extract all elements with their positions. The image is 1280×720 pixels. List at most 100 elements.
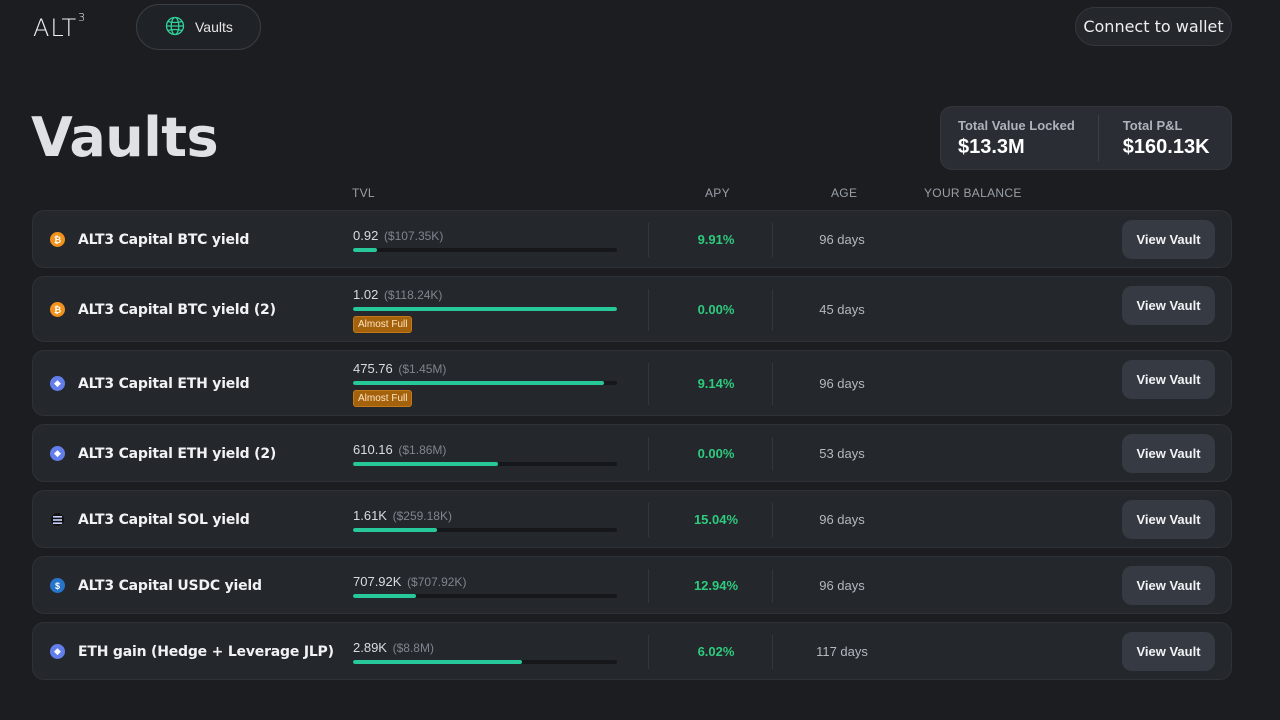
vault-age: 96 days — [819, 512, 865, 527]
vault-name: ALT3 Capital SOL yield — [78, 512, 250, 528]
tvl-stat-value: $13.3M — [958, 135, 1025, 158]
vault-row[interactable]: ALT3 Capital SOL yield 1.61K ($259.18K) … — [32, 490, 1232, 548]
vault-capacity-bar — [353, 660, 617, 664]
globe-icon — [165, 16, 185, 39]
vault-capacity-bar — [353, 307, 617, 311]
vault-row[interactable]: $ ALT3 Capital USDC yield 707.92K ($707.… — [32, 556, 1232, 614]
view-vault-button[interactable]: View Vault — [1122, 220, 1215, 259]
column-divider — [772, 569, 773, 603]
vault-row[interactable]: ◆ ETH gain (Hedge + Leverage JLP) 2.89K … — [32, 622, 1232, 680]
vault-tvl: 1.61K ($259.18K) — [353, 508, 452, 523]
sol-icon — [50, 512, 65, 527]
vault-name: ALT3 Capital ETH yield — [78, 376, 250, 392]
column-divider — [648, 289, 649, 331]
nav-vaults-button[interactable]: Vaults — [136, 4, 261, 50]
view-vault-button[interactable]: View Vault — [1122, 434, 1215, 473]
pnl-stat-label: Total P&L — [1122, 117, 1183, 133]
vault-tvl-usd: ($107.35K) — [383, 229, 444, 243]
vault-tvl-amount: 0.92 — [353, 228, 379, 243]
column-header-age: AGE — [831, 186, 858, 200]
column-divider — [648, 503, 649, 537]
vault-tvl: 2.89K ($8.8M) — [353, 640, 434, 655]
vault-tvl: 707.92K ($707.92K) — [353, 574, 466, 589]
view-vault-button[interactable]: View Vault — [1122, 566, 1215, 605]
vault-tvl-usd: ($118.24K) — [383, 288, 443, 302]
view-vault-button[interactable]: View Vault — [1122, 632, 1215, 671]
vault-tvl: 610.16 ($1.86M) — [353, 442, 446, 457]
vault-tvl-usd: ($1.45M) — [398, 362, 447, 376]
column-divider — [648, 437, 649, 471]
column-header-balance: YOUR BALANCE — [924, 186, 1022, 200]
vault-name: ETH gain (Hedge + Leverage JLP) — [78, 644, 334, 660]
vault-age: 96 days — [819, 376, 865, 391]
vault-capacity-bar — [353, 381, 617, 385]
alt3-logo[interactable]: ALT3 — [33, 11, 87, 42]
column-divider — [648, 635, 649, 669]
vault-age: 96 days — [819, 578, 865, 593]
vault-capacity-fill — [353, 307, 617, 311]
vault-capacity-fill — [353, 248, 377, 252]
column-header-apy: APY — [705, 186, 730, 200]
vault-capacity-bar — [353, 594, 617, 598]
vault-tvl-amount: 1.61K — [353, 508, 387, 523]
btc-icon: ₿ — [50, 302, 65, 317]
vault-row[interactable]: ₿ ALT3 Capital BTC yield 0.92 ($107.35K)… — [32, 210, 1232, 268]
eth-icon: ◆ — [50, 376, 65, 391]
column-divider — [772, 289, 773, 331]
vault-age: 53 days — [819, 446, 865, 461]
vault-tvl-usd: ($707.92K) — [407, 575, 467, 589]
view-vault-button[interactable]: View Vault — [1122, 500, 1215, 539]
usdc-icon: $ — [50, 578, 65, 593]
column-divider — [772, 635, 773, 669]
stats-divider — [1097, 115, 1099, 161]
vault-capacity-fill — [353, 381, 604, 385]
vault-name: ALT3 Capital BTC yield (2) — [78, 302, 276, 318]
tvl-stat: Total Value Locked $13.3M — [941, 118, 1075, 159]
column-divider — [648, 569, 649, 603]
pnl-stat: Total P&L $160.13K — [1106, 118, 1210, 159]
tvl-stat-label: Total Value Locked — [958, 117, 1075, 133]
vault-apy: 9.14% — [697, 376, 735, 391]
vault-apy: 6.02% — [697, 644, 735, 659]
vault-name: ALT3 Capital BTC yield — [78, 232, 250, 248]
vault-tvl-amount: 707.92K — [353, 574, 402, 589]
column-divider — [772, 503, 773, 537]
vault-tvl-amount: 2.89K — [353, 640, 387, 655]
eth-icon: ◆ — [50, 644, 65, 659]
column-divider — [648, 363, 649, 405]
view-vault-button[interactable]: View Vault — [1122, 360, 1215, 399]
vault-row[interactable]: ◆ ALT3 Capital ETH yield 475.76 ($1.45M)… — [32, 350, 1232, 416]
almost-full-badge: Almost Full — [353, 316, 413, 333]
pnl-stat-value: $160.13K — [1122, 135, 1210, 158]
vault-capacity-bar — [353, 462, 617, 466]
vault-capacity-bar — [353, 528, 617, 532]
vault-apy: 0.00% — [697, 446, 735, 461]
vault-tvl-usd: ($1.86M) — [398, 443, 447, 457]
column-divider — [648, 223, 649, 257]
vault-tvl: 1.02 ($118.24K) — [353, 287, 442, 302]
vault-name: ALT3 Capital ETH yield (2) — [78, 446, 277, 462]
vault-capacity-fill — [353, 660, 522, 664]
vault-age: 117 days — [816, 644, 868, 659]
vault-age: 96 days — [819, 232, 865, 247]
vault-capacity-bar — [353, 248, 617, 252]
vault-capacity-fill — [353, 594, 417, 598]
vault-tvl-amount: 1.02 — [353, 287, 379, 302]
eth-icon: ◆ — [50, 446, 65, 461]
column-divider — [772, 223, 773, 257]
vault-tvl-amount: 475.76 — [353, 361, 393, 376]
connect-wallet-button[interactable]: Connect to wallet — [1075, 7, 1232, 46]
vault-tvl: 475.76 ($1.45M) — [353, 361, 446, 376]
vault-row[interactable]: ₿ ALT3 Capital BTC yield (2) 1.02 ($118.… — [32, 276, 1232, 342]
vault-tvl-usd: ($8.8M) — [392, 641, 434, 655]
btc-icon: ₿ — [50, 232, 65, 247]
page-title: Vaults — [31, 106, 219, 169]
almost-full-badge: Almost Full — [353, 390, 413, 407]
vault-tvl-usd: ($259.18K) — [392, 509, 452, 523]
vault-tvl-amount: 610.16 — [353, 442, 393, 457]
vault-age: 45 days — [819, 302, 865, 317]
vault-row[interactable]: ◆ ALT3 Capital ETH yield (2) 610.16 ($1.… — [32, 424, 1232, 482]
vault-capacity-fill — [353, 462, 499, 466]
view-vault-button[interactable]: View Vault — [1122, 286, 1215, 325]
vault-apy: 12.94% — [693, 578, 739, 593]
